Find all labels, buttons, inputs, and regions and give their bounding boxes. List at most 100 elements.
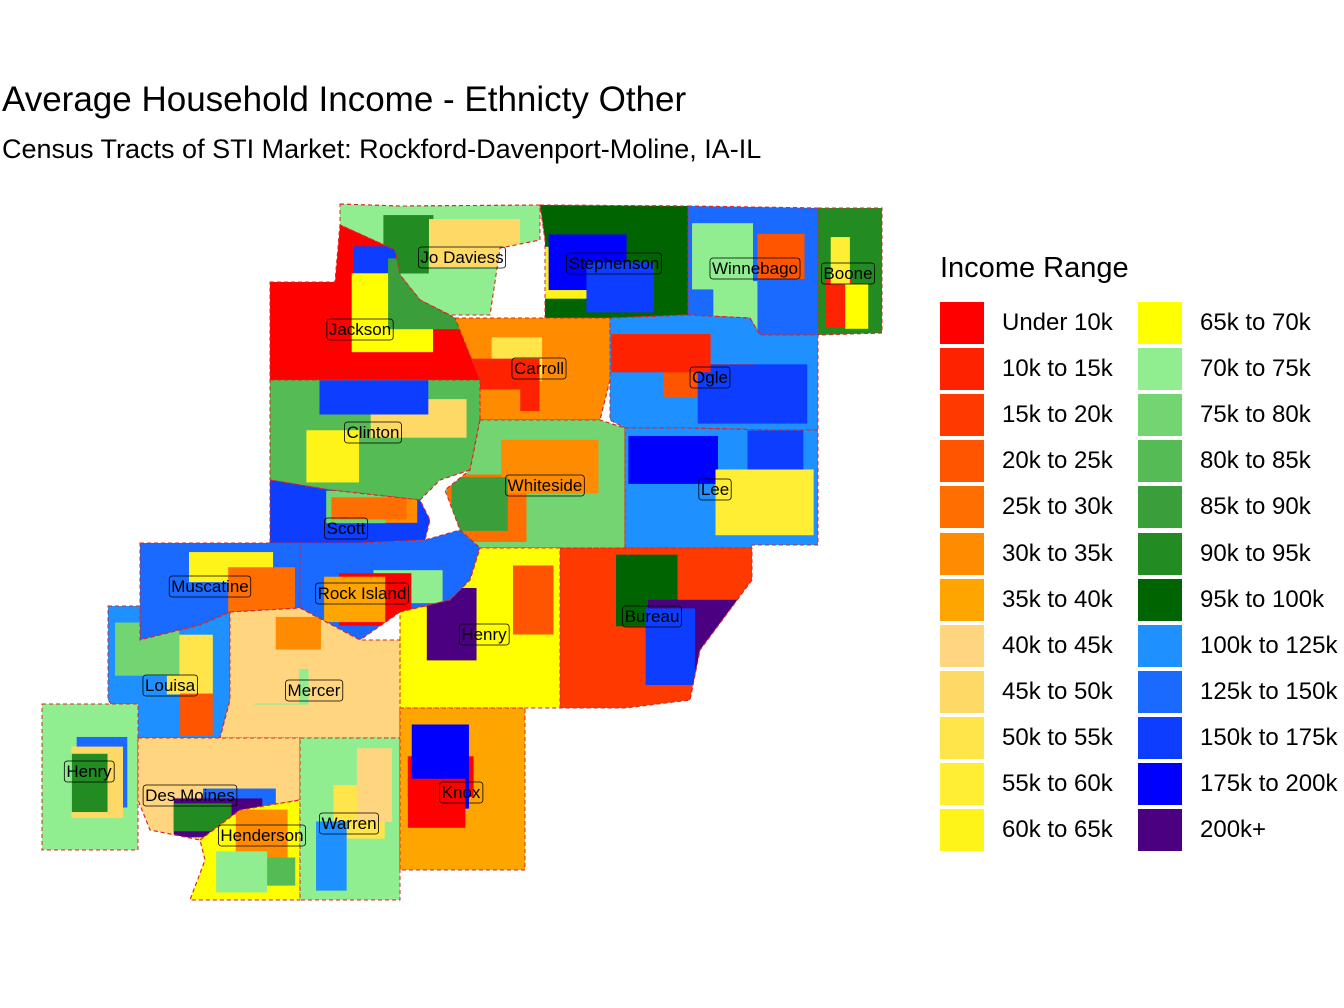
county-label-box: [168, 575, 252, 598]
census-tract: [319, 380, 429, 415]
county-label: Clinton: [347, 423, 400, 442]
legend-item: 80k to 85k: [1138, 440, 1311, 483]
tract-group: [71, 736, 128, 819]
county-label-box: [63, 760, 115, 783]
census-tract: [830, 237, 850, 285]
legend-item: 175k to 200k: [1138, 763, 1337, 805]
county-label: Stephenson: [569, 254, 660, 273]
county-label-box: [458, 623, 510, 646]
county-label: Jo Daviess: [420, 248, 503, 267]
tract-group: [115, 622, 213, 736]
census-tract: [645, 608, 696, 685]
county-label-box: [142, 784, 238, 807]
county-label-box: [505, 474, 585, 497]
legend-item: 90k to 95k: [1138, 532, 1311, 575]
census-tract: [180, 693, 213, 736]
county-boundary: [339, 203, 541, 316]
legend-label: 70k to 75k: [1200, 355, 1311, 383]
legend-item: 100k to 125k: [1138, 624, 1338, 667]
legend-swatch: [1138, 302, 1182, 344]
legend-label: 35k to 40k: [1002, 585, 1113, 613]
census-tract: [356, 748, 393, 822]
legend-item: 15k to 20k: [940, 394, 1113, 437]
census-tract: [324, 576, 386, 623]
legend-label: 25k to 30k: [1002, 493, 1113, 521]
chart-title: Average Household Income - Ethnicty Othe…: [2, 80, 687, 119]
legend-label: 90k to 95k: [1200, 539, 1311, 567]
census-tract: [306, 430, 360, 483]
legend-label: 95k to 100k: [1200, 585, 1325, 613]
county-label-box: [324, 517, 369, 540]
legend-label: 100k to 125k: [1200, 631, 1338, 659]
county-label: Carroll: [514, 359, 564, 378]
legend-item: 35k to 40k: [940, 578, 1113, 621]
legend-swatch: [940, 348, 984, 391]
legend-item: 65k to 70k: [1138, 302, 1311, 344]
legend-swatch: [940, 578, 984, 621]
legend-swatch: [1138, 348, 1182, 391]
legend-item: 25k to 30k: [940, 486, 1113, 529]
legend-item: 30k to 35k: [940, 532, 1113, 575]
county-label-box: [511, 357, 567, 380]
legend-swatch: [940, 394, 984, 437]
legend-swatch: [940, 624, 984, 667]
tract-group: [216, 809, 296, 893]
census-tract: [71, 753, 108, 813]
legend-swatch: [940, 809, 984, 852]
county-boundary: [559, 547, 753, 709]
legend-swatch: [1138, 440, 1182, 483]
county-label-box: [315, 582, 409, 605]
county-label: Scott: [327, 519, 366, 538]
county-label-box: [344, 421, 402, 444]
legend-label: 65k to 70k: [1200, 309, 1311, 336]
census-tract: [697, 364, 808, 424]
legend-swatch: [1138, 763, 1182, 805]
county-label: Whiteside: [508, 476, 583, 495]
county-label: Jackson: [329, 320, 391, 339]
legend-label: 200k+: [1200, 816, 1267, 844]
legend-label: 20k to 25k: [1002, 447, 1113, 475]
county-label: Ogle: [692, 368, 728, 387]
census-tract: [715, 469, 814, 536]
county-label: Bureau: [625, 607, 680, 626]
legend-label: 40k to 45k: [1002, 631, 1113, 659]
legend-item: 50k to 55k: [940, 716, 1113, 759]
census-tract: [513, 565, 554, 635]
county-label-box: [326, 318, 394, 341]
county-label-box: [218, 824, 306, 847]
county-label-box: [689, 366, 731, 389]
county-label: Henderson: [220, 826, 303, 845]
tract-group: [544, 234, 655, 313]
census-tract: [216, 851, 268, 893]
census-tract: [757, 233, 805, 280]
legend-label: Under 10k: [1002, 309, 1113, 336]
tract-group: [611, 334, 808, 424]
county-boundary: [609, 314, 819, 431]
legend-item: 150k to 175k: [1138, 716, 1337, 759]
legend-swatch: [1138, 486, 1182, 529]
county-label-box: [319, 812, 379, 835]
legend-item: 60k to 65k: [940, 809, 1113, 852]
tract-group: [306, 380, 467, 483]
legend-item: 40k to 45k: [940, 624, 1113, 667]
legend-item: 45k to 50k: [940, 670, 1113, 713]
tract-group: [628, 430, 814, 536]
legend-label: 30k to 35k: [1002, 539, 1113, 567]
legend-label: 80k to 85k: [1200, 447, 1311, 475]
legend-swatch: [1138, 532, 1182, 575]
tract-group: [447, 439, 599, 542]
tract-group: [825, 237, 869, 329]
legend-swatch: [1138, 809, 1182, 852]
county-boundary: [399, 707, 526, 871]
county-label: Des Moines: [145, 786, 235, 805]
legend-label: 75k to 80k: [1200, 401, 1311, 429]
legend-label: 55k to 60k: [1002, 770, 1113, 797]
county-label: Winnebago: [712, 259, 798, 278]
legend-swatch: [940, 670, 984, 713]
legend-swatch: [940, 486, 984, 529]
legend-item: 55k to 60k: [940, 763, 1113, 805]
legend-swatch: [940, 302, 984, 344]
legend-swatch: [1138, 670, 1182, 713]
census-tract: [228, 567, 295, 614]
